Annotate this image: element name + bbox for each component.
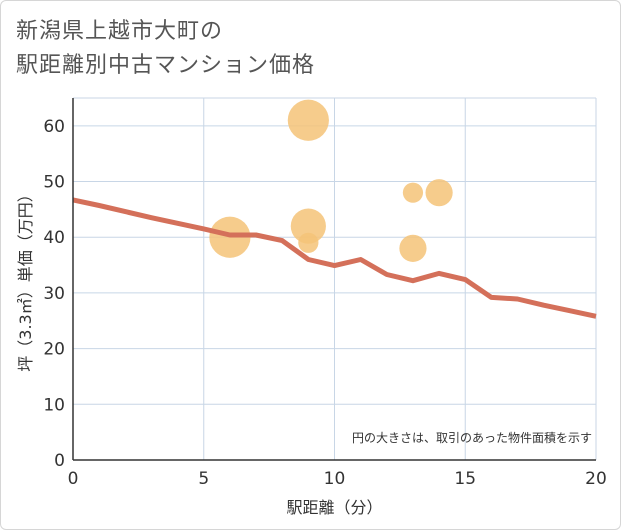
y-tick-label-2: 20: [43, 340, 65, 360]
grid-lines: [72, 97, 597, 461]
y-tick-label-6: 60: [43, 117, 65, 137]
title-line-2: 駅距離別中古マンション価格: [16, 53, 316, 78]
axes: [72, 98, 596, 461]
scatter-point-4: [402, 182, 424, 203]
x-axis-label: 駅距離（分）: [286, 498, 382, 517]
average-price-line: [72, 197, 597, 319]
tick-labels: 0 5 10 15 20 0 10 20 30 40 50 60: [43, 117, 606, 489]
x-tick-label-4: 20: [585, 469, 607, 489]
y-axis-label: 坪（3.3㎡）単価（万円）: [16, 186, 35, 371]
scatter-point-3: [298, 232, 319, 253]
y-tick-label-0: 0: [54, 451, 65, 471]
scatter-point-5: [399, 234, 427, 262]
x-tick-label-2: 10: [324, 469, 346, 489]
y-tick-label-5: 50: [43, 173, 65, 193]
scatter-point-1: [287, 99, 329, 141]
bubble-series: [209, 99, 453, 262]
y-tick-label-4: 40: [43, 228, 65, 248]
bubble-size-note: 円の大きさは、取引のあった物件面積を示す: [352, 430, 592, 445]
y-tick-label-1: 10: [43, 395, 65, 415]
chart-title: 新潟県上越市大町の 駅距離別中古マンション価格: [16, 15, 315, 83]
x-tick-label-0: 0: [68, 469, 79, 489]
scatter-point-2: [290, 208, 326, 244]
x-tick-label-1: 5: [198, 469, 209, 489]
x-tick-label-3: 15: [454, 469, 476, 489]
scatter-point-6: [425, 179, 453, 207]
title-line-1: 新潟県上越市大町の: [16, 19, 224, 44]
y-tick-label-3: 30: [43, 284, 65, 304]
